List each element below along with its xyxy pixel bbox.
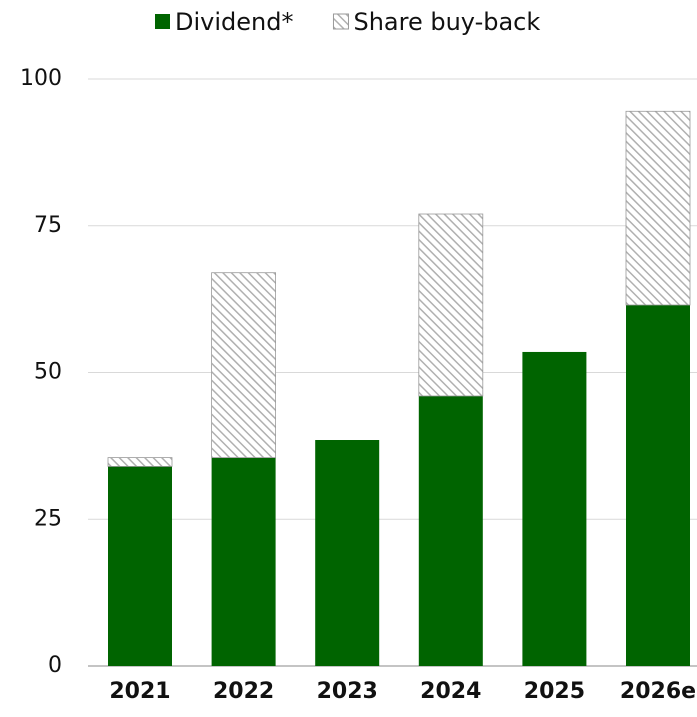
bar-segment [107,457,173,467]
bar-segment [315,440,380,666]
y-tick-label: 75 [34,213,62,238]
y-tick-label: 0 [48,653,62,678]
x-tick-label: 2022 [213,679,274,704]
bar-segment [626,304,690,666]
legend-label: Share buy-back [353,8,540,36]
x-tick-label: 2024 [420,679,481,704]
bar-segment [522,351,587,666]
bar-segment [108,466,172,666]
legend-label: Dividend* [175,8,293,36]
y-tick-label: 50 [34,360,62,385]
bar-segment [625,110,691,306]
x-tick-label: 2021 [109,679,170,704]
bar-segment [211,272,277,459]
x-tick-label: 2025 [524,679,585,704]
legend-swatch [332,13,349,30]
y-tick-label: 25 [34,506,62,531]
bar-segment [211,457,276,666]
bar-segment [418,213,484,397]
x-tick-label: 2023 [317,679,378,704]
x-tick-label: 2026e [620,679,696,704]
bar-segment [418,395,483,666]
legend-swatch [155,14,170,29]
y-tick-label: 100 [20,66,62,91]
